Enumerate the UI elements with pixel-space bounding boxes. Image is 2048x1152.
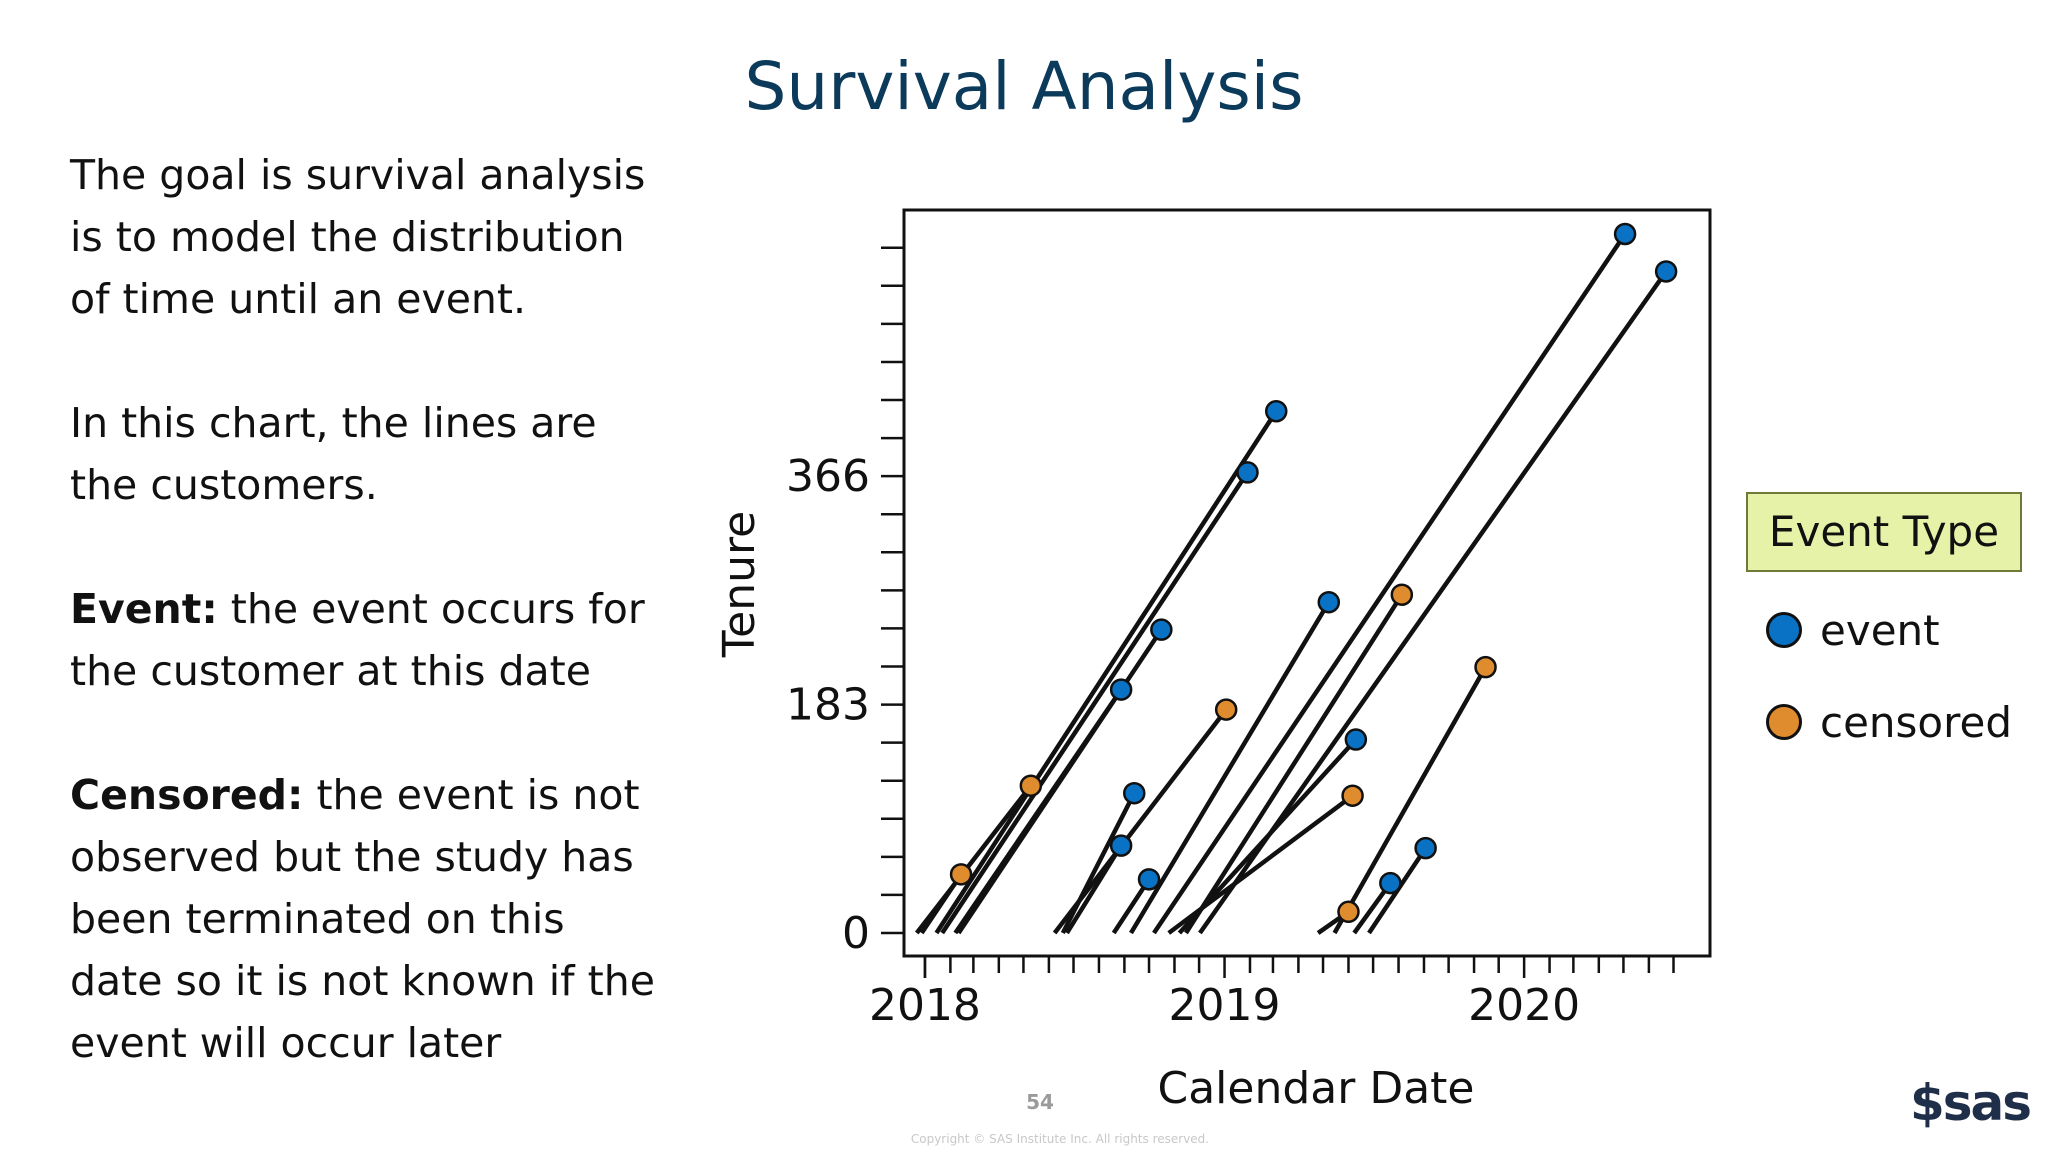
intro-paragraph: The goal is survival analysis is to mode… bbox=[70, 151, 646, 323]
y-tick-label: 183 bbox=[786, 680, 870, 731]
chart-marks bbox=[914, 222, 1678, 935]
event-point bbox=[1109, 834, 1133, 857]
copyright-notice: Copyright © SAS Institute Inc. All right… bbox=[910, 1132, 1210, 1146]
sas-logo: $sas bbox=[1910, 1074, 2032, 1132]
legend-swatch-event bbox=[1766, 612, 1802, 648]
legend-label-event: event bbox=[1820, 605, 1940, 655]
event-point bbox=[1654, 260, 1678, 283]
x-tick-label: 2020 bbox=[1468, 980, 1580, 1031]
censored-term: Censored: bbox=[70, 771, 304, 819]
customer-line bbox=[934, 410, 1279, 935]
censored-point bbox=[949, 863, 973, 886]
legend-swatch-censored bbox=[1766, 704, 1802, 740]
plot-frame bbox=[902, 208, 1712, 958]
censored-point bbox=[1019, 774, 1043, 797]
event-point bbox=[1613, 222, 1637, 246]
y-tick-label: 366 bbox=[786, 451, 870, 502]
censored-point bbox=[1474, 655, 1497, 679]
event-point bbox=[1344, 728, 1368, 751]
event-term: Event: bbox=[70, 585, 218, 633]
page-number: 54 bbox=[1026, 1090, 1054, 1114]
event-point bbox=[1123, 781, 1146, 805]
event-paragraph: Event: the event occurs for the customer… bbox=[70, 578, 670, 702]
censored-point bbox=[1214, 698, 1238, 721]
customer-line bbox=[1198, 270, 1668, 935]
event-point bbox=[1137, 868, 1161, 891]
legend-item-event: event bbox=[1766, 602, 1940, 658]
sas-logo-text: sas bbox=[1942, 1074, 2032, 1132]
legend: Event Type event censored bbox=[1746, 492, 2022, 747]
event-point bbox=[1150, 618, 1173, 641]
event-point bbox=[1379, 871, 1402, 895]
x-tick-label: 2019 bbox=[1169, 980, 1281, 1031]
customer-line bbox=[940, 471, 1250, 935]
event-point bbox=[1414, 836, 1437, 860]
customer-line bbox=[956, 628, 1164, 935]
legend-label-censored: censored bbox=[1820, 697, 2012, 747]
sas-swirl-icon: $ bbox=[1910, 1074, 1945, 1132]
event-point bbox=[1264, 399, 1288, 423]
y-tick-label: 0 bbox=[842, 908, 870, 959]
legend-title: Event Type bbox=[1746, 492, 2022, 572]
censored-point bbox=[1337, 900, 1360, 924]
event-point bbox=[1317, 590, 1341, 614]
lines-note-paragraph: In this chart, the lines are the custome… bbox=[70, 399, 597, 509]
x-tick-label: 2018 bbox=[869, 980, 981, 1031]
censored-point bbox=[1341, 784, 1364, 807]
customer-line bbox=[1184, 593, 1404, 935]
y-axis-label: Tenure bbox=[714, 511, 765, 658]
customer-line bbox=[1152, 232, 1627, 935]
censored-point bbox=[1390, 583, 1414, 606]
slide-title: Survival Analysis bbox=[744, 48, 1304, 125]
censored-definition: the event is not observed but the study … bbox=[70, 771, 655, 1067]
legend-item-censored: censored bbox=[1766, 694, 2012, 750]
x-axis-label: Calendar Date bbox=[1157, 1063, 1474, 1114]
event-point bbox=[1236, 461, 1259, 484]
customer-line bbox=[914, 784, 1033, 935]
explanation-text: The goal is survival analysis is to mode… bbox=[70, 144, 670, 1074]
event-definition: the event occurs for the customer at thi… bbox=[70, 585, 645, 695]
event-point bbox=[1109, 678, 1133, 701]
customer-line bbox=[1332, 666, 1488, 935]
customer-line bbox=[1052, 708, 1228, 935]
censored-paragraph: Censored: the event is not observed but … bbox=[70, 764, 670, 1074]
customer-line bbox=[1129, 601, 1331, 935]
chart-axes: 2018 2019 2020 0 183 366 bbox=[786, 246, 1675, 1031]
